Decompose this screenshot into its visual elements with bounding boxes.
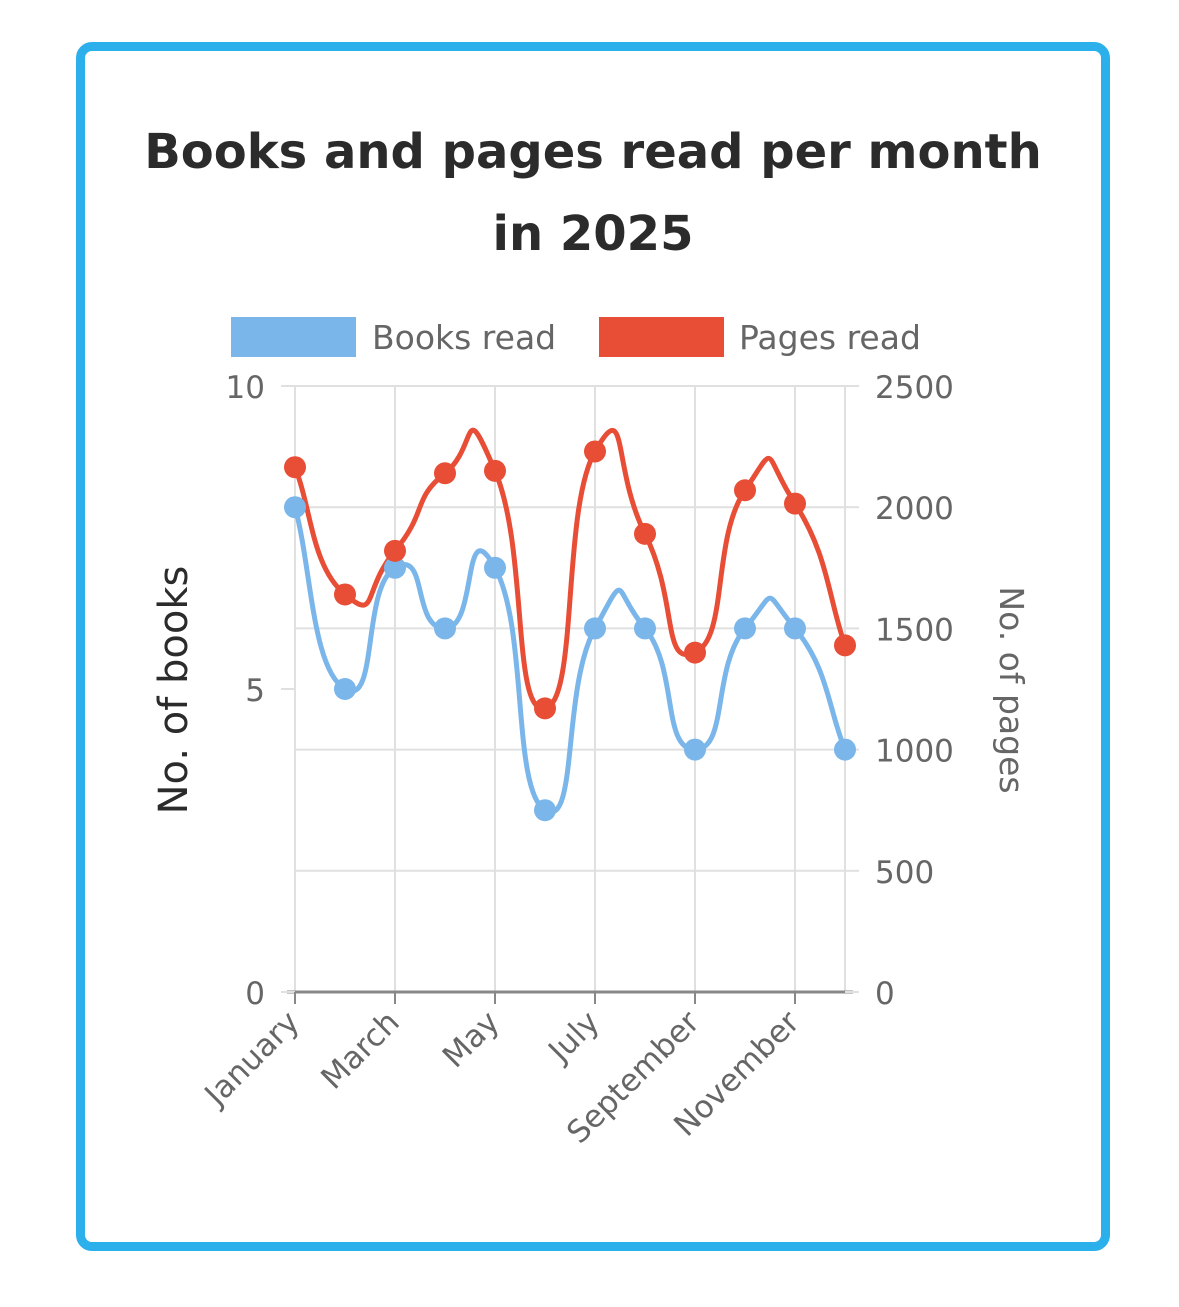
data-point-books-read-november[interactable] xyxy=(784,617,806,640)
data-point-pages-read-april[interactable] xyxy=(434,462,456,485)
legend: Books read Pages read xyxy=(231,317,921,357)
data-point-books-read-june[interactable] xyxy=(534,799,556,822)
data-point-pages-read-march[interactable] xyxy=(384,539,406,562)
data-points xyxy=(284,440,856,822)
y-right-tick-label: 500 xyxy=(875,855,934,891)
series-line-pages-read xyxy=(292,427,848,711)
x-tick-label: March xyxy=(314,1004,406,1096)
series-line-books-read xyxy=(292,504,848,815)
chart-title-line-2: in 2025 xyxy=(492,206,694,262)
data-point-pages-read-june[interactable] xyxy=(534,697,556,720)
data-point-books-read-september[interactable] xyxy=(684,738,706,761)
data-point-pages-read-july[interactable] xyxy=(584,440,606,463)
y-right-tick-label: 2500 xyxy=(875,370,954,406)
data-point-pages-read-august[interactable] xyxy=(634,522,656,545)
data-point-books-read-february[interactable] xyxy=(334,678,356,700)
data-point-books-read-january[interactable] xyxy=(284,496,306,519)
y-right-axis-title: No. of pages xyxy=(992,586,1031,793)
data-point-books-read-december[interactable] xyxy=(834,738,856,761)
legend-swatch-pages xyxy=(599,317,724,357)
data-point-books-read-july[interactable] xyxy=(584,617,606,640)
x-tick-label: May xyxy=(436,1004,507,1075)
data-point-pages-read-october[interactable] xyxy=(734,479,756,502)
data-point-books-read-october[interactable] xyxy=(734,617,756,640)
y-left-tick-label: 0 xyxy=(245,976,265,1012)
data-point-pages-read-february[interactable] xyxy=(334,583,356,606)
data-point-books-read-april[interactable] xyxy=(434,617,456,640)
x-tick-label: July xyxy=(540,1004,606,1070)
y-left-tick-label: 10 xyxy=(226,370,265,406)
data-point-pages-read-september[interactable] xyxy=(684,641,706,664)
chart-title-line-1: Books and pages read per month xyxy=(144,124,1042,180)
data-point-pages-read-january[interactable] xyxy=(284,456,306,479)
y-left-axis-title: No. of books xyxy=(151,566,197,815)
data-point-pages-read-december[interactable] xyxy=(834,634,856,657)
legend-swatch-books xyxy=(231,317,356,357)
data-point-books-read-may[interactable] xyxy=(484,556,506,579)
y-left-tick-label: 5 xyxy=(245,673,265,709)
grid xyxy=(294,385,846,993)
y-right-tick-label: 1500 xyxy=(875,612,954,648)
y-right-tick-label: 1000 xyxy=(875,734,954,770)
axes: 0 5 10 0 500 1000 1500 2000 2500 January March May J… xyxy=(197,370,954,1151)
series xyxy=(292,427,848,815)
x-tick-label: January xyxy=(197,1004,307,1114)
data-point-pages-read-november[interactable] xyxy=(784,492,806,515)
y-right-tick-label: 0 xyxy=(875,976,895,1012)
chart-card: Books and pages read per month in 2025 xyxy=(76,42,1110,1251)
legend-label-books: Books read xyxy=(372,318,556,357)
data-point-books-read-august[interactable] xyxy=(634,617,656,640)
y-right-tick-label: 2000 xyxy=(875,491,954,527)
legend-label-pages: Pages read xyxy=(739,318,921,357)
chart-title: Books and pages read per month in 2025 xyxy=(85,111,1101,275)
data-point-pages-read-may[interactable] xyxy=(484,459,506,482)
data-point-books-read-march[interactable] xyxy=(384,556,406,579)
